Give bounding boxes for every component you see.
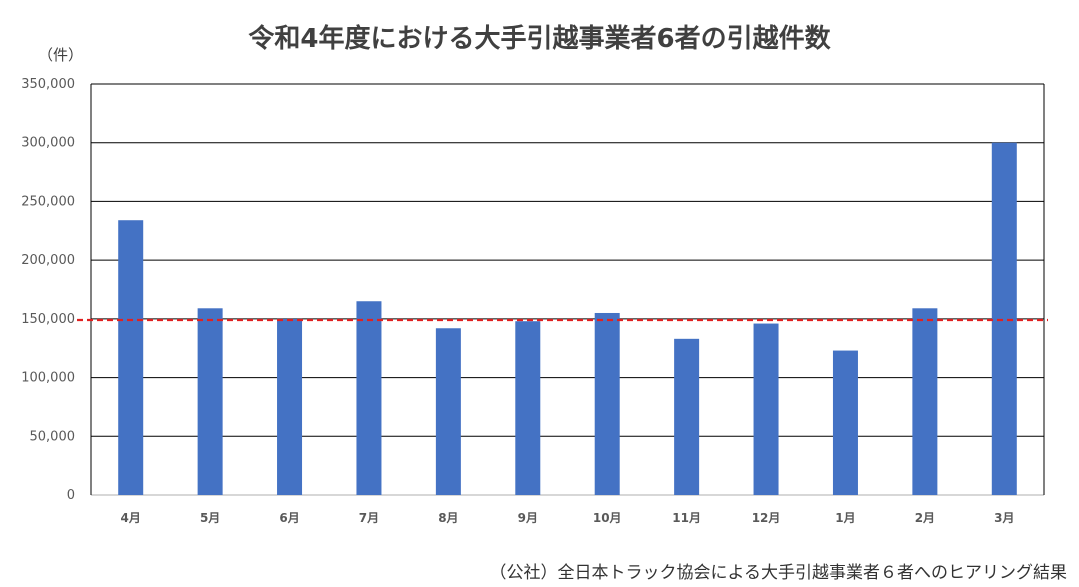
x-tick-label: 6月 <box>279 511 299 525</box>
y-tick-label: 0 <box>67 488 75 503</box>
y-tick-label: 300,000 <box>21 136 75 151</box>
bar-6 <box>515 321 541 495</box>
x-tick-label: 1月 <box>835 511 855 525</box>
bars <box>118 142 1017 495</box>
bar-1 <box>118 220 144 495</box>
bar-7 <box>594 312 620 495</box>
bar-12 <box>991 142 1017 495</box>
bar-11 <box>912 308 938 495</box>
x-tick-label: 4月 <box>121 511 141 525</box>
bar-4 <box>356 301 382 495</box>
x-tick-label: 2月 <box>915 511 935 525</box>
y-tick-label: 200,000 <box>21 253 75 268</box>
bar-8 <box>674 338 700 495</box>
x-tick-label: 9月 <box>518 511 538 525</box>
y-tick-label: 150,000 <box>21 312 75 327</box>
bar-9 <box>753 323 779 495</box>
x-tick-label: 8月 <box>438 511 458 525</box>
x-tick-label: 5月 <box>200 511 220 525</box>
source-note: （公社）全日本トラック協会による大手引越事業者６者へのヒアリング結果 <box>489 563 1068 583</box>
x-tick-label: 11月 <box>672 511 701 525</box>
y-tick-label: 100,000 <box>21 371 75 386</box>
bar-3 <box>277 318 303 495</box>
bar-10 <box>832 350 858 495</box>
x-tick-label: 10月 <box>593 511 622 525</box>
x-tick-label: 7月 <box>359 511 379 525</box>
x-tick-labels: 4月 5月 6月 7月 8月 9月 10月 11月 12月 1月 2月 3月 <box>121 511 1015 525</box>
y-tick-labels: 0 50,000 100,000 150,000 200,000 250,000 300,0… <box>21 77 75 503</box>
chart-title: 令和4年度における大手引越事業者6者の引越件数 <box>248 24 831 54</box>
y-tick-label: 250,000 <box>21 194 75 209</box>
y-axis-unit: （件） <box>38 46 84 64</box>
x-tick-label: 3月 <box>994 511 1014 525</box>
y-tick-label: 350,000 <box>21 77 75 92</box>
y-tick-label: 50,000 <box>30 429 76 444</box>
bar-5 <box>435 328 461 495</box>
gridlines <box>90 83 1045 496</box>
bar-2 <box>197 308 223 495</box>
x-tick-label: 12月 <box>752 511 781 525</box>
